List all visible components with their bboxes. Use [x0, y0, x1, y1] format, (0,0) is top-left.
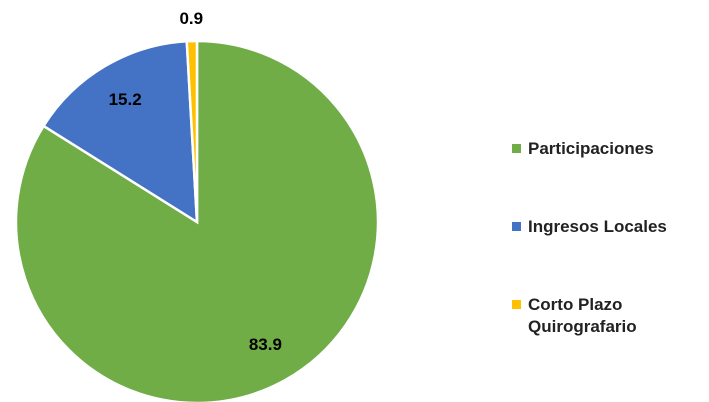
- legend-swatch: [512, 144, 521, 153]
- pie-slice: [14, 39, 380, 402]
- legend-label: Ingresos Locales: [528, 217, 667, 236]
- legend-item: Participaciones: [512, 138, 707, 160]
- legend-item: Ingresos Locales: [512, 216, 707, 238]
- legend-label: Participaciones: [528, 139, 654, 158]
- legend-swatch: [512, 222, 521, 231]
- pie-slice: [41, 39, 199, 225]
- data-label: 83.9: [249, 335, 282, 354]
- data-label: 15.2: [109, 90, 142, 109]
- legend-swatch: [512, 300, 521, 309]
- pie-slice: [185, 39, 199, 223]
- legend-label: Corto Plazo Quirografario: [528, 295, 637, 336]
- data-label: 0.9: [179, 9, 203, 28]
- legend-item: Corto Plazo Quirografario: [512, 294, 707, 338]
